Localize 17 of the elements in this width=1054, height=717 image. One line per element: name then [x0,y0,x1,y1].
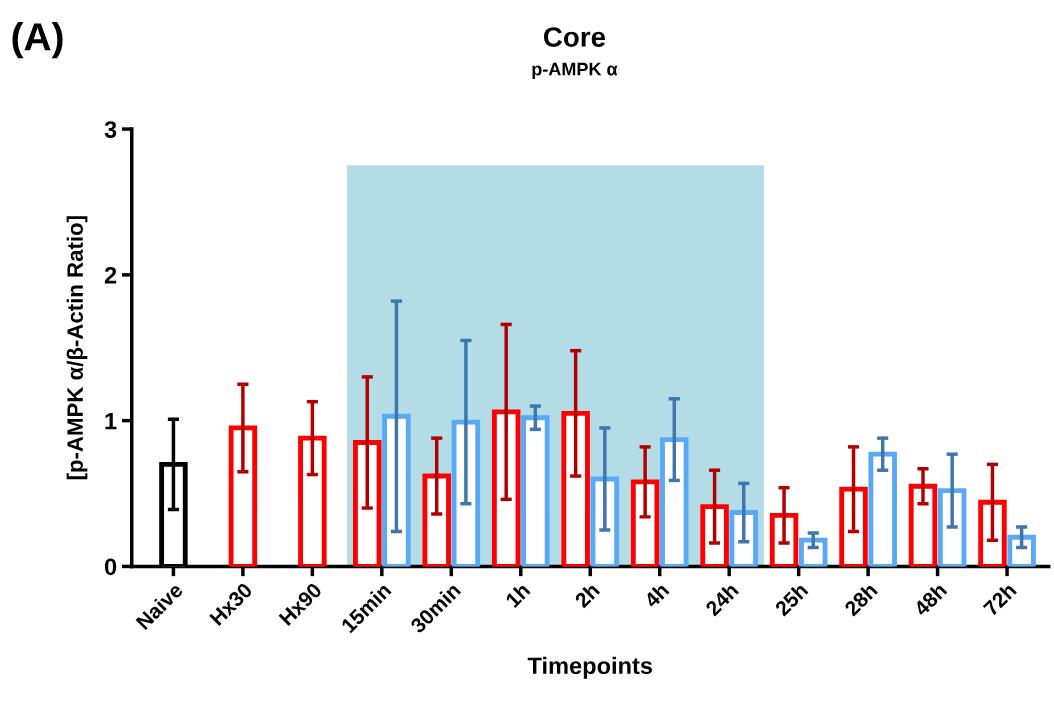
x-tick-label: 24h [704,581,739,617]
x-tick-label: 25h [773,581,809,617]
x-tick-label: 1h [504,581,531,608]
y-tick-label: 0 [104,558,117,576]
chart-title: Core [543,27,606,47]
y-tick-label: 1 [105,412,117,430]
x-tick-label: 2h [573,581,601,609]
y-tick-label: 2 [104,266,117,284]
y-axis-title: [p-AMPK α/β-Actin Ratio] [66,216,88,480]
y-tick-label: 3 [104,121,117,138]
x-tick-label: 4h [642,581,670,609]
chart-subtitle: p-AMPK α [532,62,618,80]
x-axis-title: Timepoints [527,656,653,679]
x-tick-label: 48h [912,581,948,617]
x-tick-label: 72h [982,581,1017,617]
text: (A) [12,22,63,59]
x-tick-label: 28h [843,581,879,617]
